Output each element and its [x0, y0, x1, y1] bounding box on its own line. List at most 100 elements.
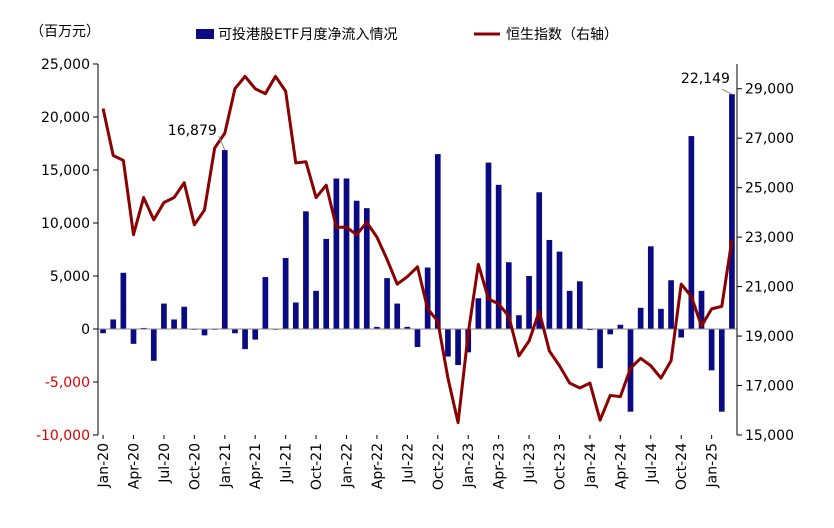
- inflow-bar: [729, 94, 735, 329]
- x-tick-label: Jan-22: [340, 443, 356, 488]
- annotation-leader: [721, 88, 733, 95]
- inflow-bar: [668, 280, 674, 329]
- inflow-bar: [262, 277, 269, 329]
- inflow-bar: [445, 329, 451, 357]
- inflow-bar: [303, 211, 309, 329]
- annotations: 16,879 22,149: [168, 71, 733, 151]
- left-tick-label: 10,000: [41, 216, 90, 232]
- inflow-bar: [313, 290, 319, 329]
- inflow-bar: [536, 192, 543, 329]
- annotation-label: 22,149: [681, 71, 730, 87]
- x-tick-label: Jan-20: [96, 443, 112, 488]
- inflow-bar: [485, 162, 492, 329]
- inflow-bar: [110, 319, 117, 329]
- inflow-bar: [688, 136, 695, 329]
- x-tick-label: Jan-23: [461, 443, 477, 488]
- inflow-bar: [597, 329, 603, 369]
- inflow-bar: [201, 329, 208, 336]
- x-tick-label: Jan-24: [583, 443, 599, 489]
- inflow-bar: [576, 281, 583, 329]
- inflow-bar: [252, 329, 259, 340]
- right-tick-label: 17,000: [745, 379, 794, 395]
- inflow-bar: [282, 257, 289, 329]
- x-tick-label: Oct-21: [309, 443, 325, 490]
- inflow-bar: [130, 329, 137, 344]
- legend-line-label: 恒生指数（右轴）: [506, 27, 618, 43]
- x-axis: Jan-20 Apr-20 Jul-20 Oct-20 Jan-21 Apr-21 Jul-…: [96, 435, 721, 490]
- inflow-bar: [374, 326, 380, 329]
- right-axis: 15,000 17,000 19,000 21,000 23,000 25,000 27,0…: [736, 64, 794, 444]
- left-tick-label: 0: [81, 322, 90, 338]
- inflow-bar: [120, 272, 127, 329]
- x-tick-label: Jul-22: [400, 443, 416, 484]
- inflow-bar: [353, 200, 360, 329]
- inflow-bar: [475, 298, 482, 329]
- inflow-bar: [587, 329, 593, 331]
- inflow-bar: [658, 308, 664, 329]
- inflow-bar: [708, 329, 715, 371]
- inflow-bar: [424, 267, 431, 329]
- x-tick-label: Jul-24: [644, 443, 660, 484]
- inflow-bar: [505, 262, 512, 329]
- inflow-bar: [516, 315, 522, 329]
- inflow-bar: [566, 290, 573, 329]
- inflow-bar: [161, 303, 167, 329]
- left-tick-label: -5,000: [45, 375, 90, 391]
- right-tick-label: 27,000: [745, 131, 794, 147]
- inflow-bar: [678, 329, 685, 338]
- right-tick-label: 29,000: [745, 82, 794, 98]
- inflow-bar: [150, 329, 157, 361]
- inflow-bar: [232, 329, 238, 334]
- inflow-bar: [100, 329, 106, 334]
- left-axis: -10,000 -5,000 0 5,000 10,000 15,000 20,000 25,…: [36, 57, 99, 444]
- inflow-bar: [495, 184, 502, 329]
- hsi-line: [101, 74, 734, 425]
- right-tick-label: 23,000: [745, 230, 794, 246]
- inflow-bar: [363, 208, 370, 329]
- left-tick-label: 5,000: [50, 269, 90, 285]
- x-tick-label: Jan-25: [705, 443, 721, 488]
- inflow-bar: [343, 178, 350, 329]
- right-tick-label: 15,000: [745, 428, 794, 444]
- inflow-bar: [698, 290, 705, 329]
- inflow-bar: [394, 303, 401, 329]
- inflow-bar: [414, 329, 421, 348]
- x-tick-label: Jul-20: [157, 443, 173, 484]
- right-tick-label: 21,000: [745, 280, 794, 296]
- inflow-bar: [526, 276, 532, 329]
- x-tick-label: Oct-24: [674, 443, 690, 490]
- inflow-bar: [647, 246, 654, 329]
- inflow-bar: [455, 329, 461, 366]
- legend: （百万元） 可投港股ETF月度净流入情况 恒生指数（右轴）: [30, 24, 618, 43]
- x-tick-label: Apr-24: [613, 443, 629, 489]
- inflow-bar: [221, 150, 228, 329]
- x-tick-label: Oct-23: [553, 443, 569, 490]
- inflow-bar: [242, 329, 248, 350]
- x-tick-label: Oct-20: [187, 443, 203, 490]
- inflow-bar: [181, 306, 188, 329]
- x-tick-label: Jan-21: [218, 443, 234, 488]
- x-tick-label: Apr-20: [127, 443, 143, 489]
- x-tick-label: Jul-21: [279, 443, 295, 484]
- left-tick-label: 25,000: [41, 57, 90, 73]
- inflow-bar: [546, 239, 553, 329]
- legend-bar-swatch: [196, 29, 214, 39]
- x-tick-label: Apr-21: [248, 443, 264, 489]
- legend-bar-label: 可投港股ETF月度净流入情况: [218, 27, 397, 43]
- left-axis-unit: （百万元）: [30, 24, 100, 40]
- annotation-leader: [218, 135, 226, 151]
- inflow-bar: [617, 324, 624, 329]
- x-tick-label: Oct-22: [431, 443, 447, 490]
- inflow-bar: [556, 251, 563, 329]
- inflow-bar: [171, 319, 177, 329]
- annotation-label: 16,879: [168, 123, 217, 139]
- right-tick-label: 25,000: [745, 181, 794, 197]
- inflow-bar: [323, 238, 330, 329]
- right-tick-label: 19,000: [745, 329, 794, 345]
- inflow-bar: [292, 302, 299, 329]
- inflow-bar: [384, 278, 390, 329]
- x-tick-label: Apr-23: [492, 443, 508, 489]
- inflow-bar: [434, 154, 441, 329]
- inflow-bar: [140, 327, 147, 329]
